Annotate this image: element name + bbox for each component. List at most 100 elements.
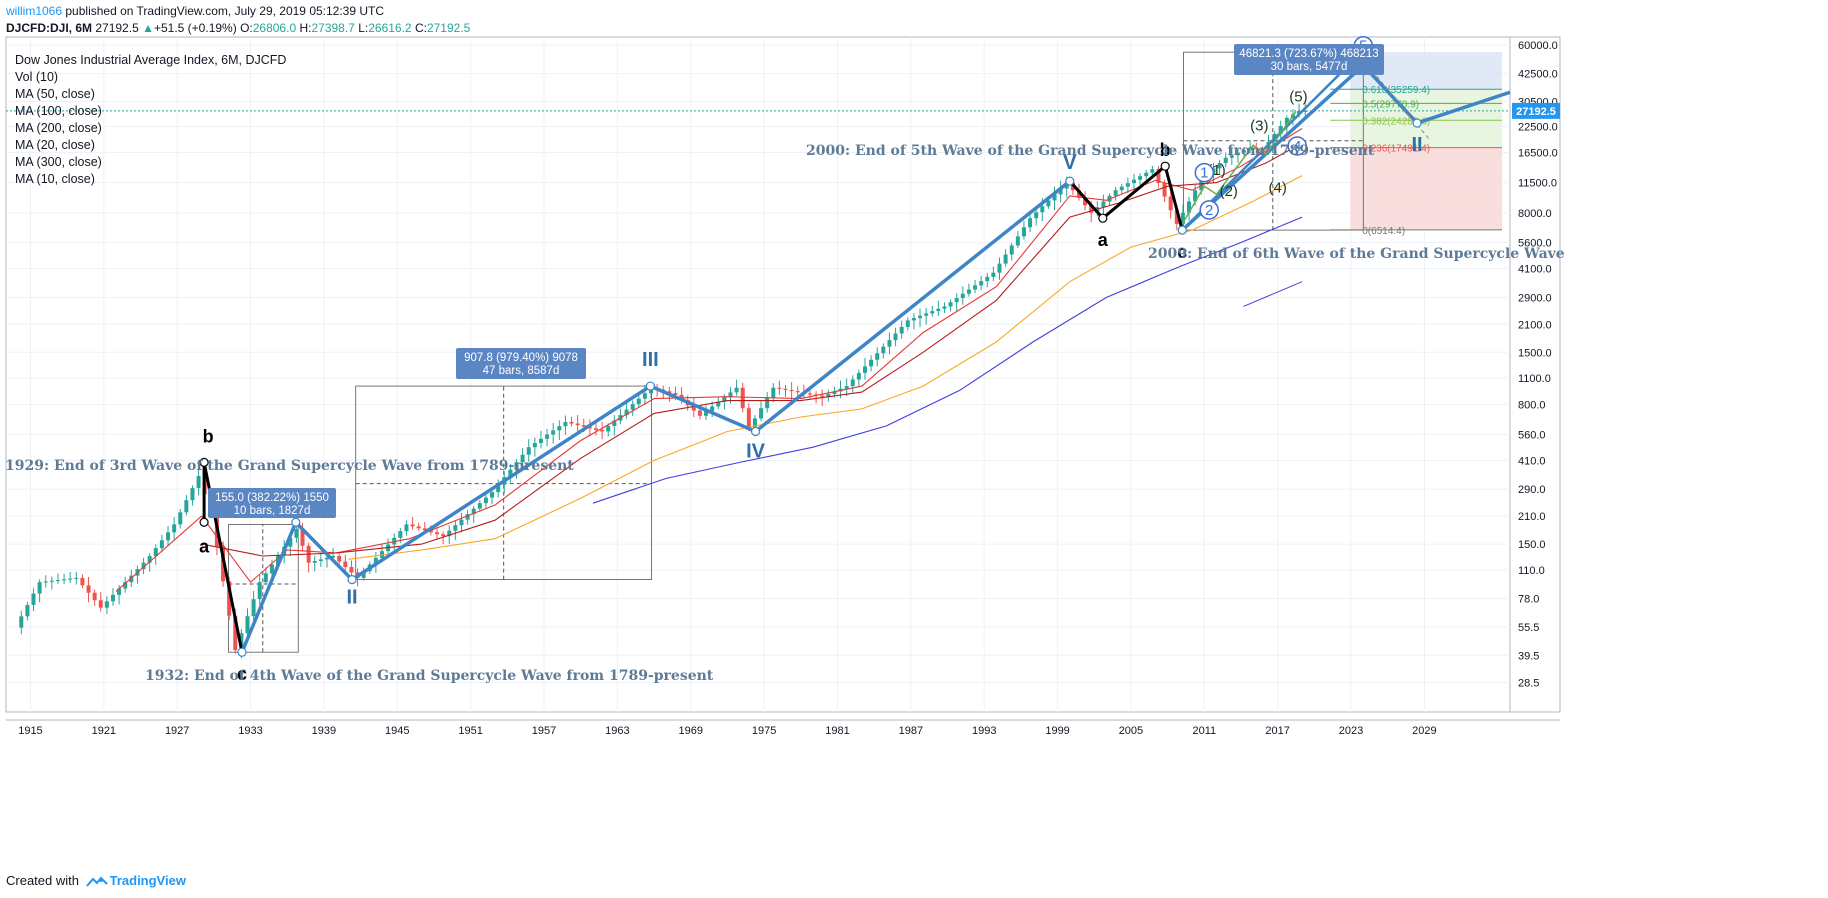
candle-body — [1083, 197, 1088, 206]
candle-body — [1187, 201, 1192, 213]
wave-point-marker — [1160, 161, 1170, 171]
y-tick-label: 55.5 — [1518, 622, 1539, 634]
candle-body — [416, 526, 421, 529]
sub-wave-label: (4) — [1269, 180, 1287, 197]
candle-body — [667, 391, 672, 394]
symbol-label[interactable]: DJCFD:DJI, 6M — [6, 21, 93, 35]
candle-body — [587, 426, 592, 429]
candle-body — [624, 409, 629, 416]
y-tick-label: 60000.0 — [1518, 40, 1558, 52]
x-tick-label: 1939 — [312, 725, 336, 737]
candle-body — [25, 604, 30, 617]
candle-body — [1076, 190, 1081, 198]
candle-body — [869, 359, 874, 367]
x-tick-label: 2011 — [1192, 725, 1216, 737]
candle-body — [257, 582, 262, 600]
candle-body — [642, 393, 647, 399]
candle-body — [1242, 150, 1247, 153]
y-tick-label: 1100.0 — [1518, 373, 1551, 385]
quote-line: DJCFD:DJI, 6M 27192.5 ▲+51.5 (+0.19%) O:… — [6, 21, 470, 35]
x-tick-label: 1915 — [18, 725, 42, 737]
candle-body — [159, 540, 164, 549]
measure-label-line1: 907.8 (979.40%) 9078 — [464, 352, 578, 364]
wave-point-marker — [645, 381, 655, 391]
sub-wave-circle — [1287, 136, 1307, 156]
wave-point-marker — [750, 426, 761, 437]
candle-body — [147, 556, 152, 563]
candle-body — [166, 532, 171, 541]
candle-body — [581, 425, 586, 427]
legend-indicator[interactable]: MA (20, close) — [15, 138, 95, 152]
y-tick-label: 4100.0 — [1518, 264, 1552, 276]
legend-title[interactable]: Dow Jones Industrial Average Index, 6M, … — [15, 53, 287, 67]
candle-body — [435, 532, 440, 535]
y-tick-label: 2900.0 — [1518, 292, 1552, 304]
fib-zone — [1350, 147, 1502, 230]
moving-average-line — [115, 128, 1303, 592]
candle-body — [593, 428, 598, 430]
candle-body — [398, 531, 403, 538]
candle-body — [887, 340, 892, 347]
legend-indicator[interactable]: MA (200, close) — [15, 121, 102, 135]
x-tick-label: 1933 — [238, 725, 262, 737]
candle-body — [1235, 152, 1240, 156]
wave-label: a — [199, 536, 210, 556]
candle-body — [1028, 218, 1033, 228]
candle-body — [1034, 212, 1039, 219]
open-value: 26806.0 — [252, 21, 297, 35]
candle-body — [514, 462, 519, 470]
x-tick-label: 1975 — [752, 725, 776, 737]
candle-body — [19, 616, 24, 628]
candle-body — [37, 582, 42, 594]
candle-body — [1162, 182, 1167, 197]
annotation-text: 2009: End of 6th Wave of the Grand Super… — [1148, 246, 1565, 262]
candle-body — [612, 420, 617, 426]
high-value: 27398.7 — [311, 21, 355, 35]
candle-body — [129, 575, 134, 583]
legend-indicator[interactable]: MA (100, close) — [15, 104, 102, 118]
candle-body — [673, 393, 678, 395]
candle-body — [918, 315, 923, 319]
candle-body — [850, 379, 855, 387]
candle-body — [1156, 169, 1161, 183]
measure-label-line1: 46821.3 (723.67%) 468213 — [1239, 48, 1378, 60]
candle-body — [1180, 212, 1185, 224]
candle-body — [520, 454, 525, 463]
legend-indicator[interactable]: Vol (10) — [15, 70, 59, 84]
candle-body — [288, 537, 293, 547]
candle-body — [1278, 125, 1283, 134]
candle-body — [1199, 179, 1204, 191]
candle-body — [62, 579, 67, 581]
legend-indicator[interactable]: MA (10, close) — [15, 172, 95, 186]
publish-info: willim1066 published on TradingView.com,… — [6, 4, 384, 18]
moving-average-line — [348, 175, 1303, 560]
wave-label: b — [1160, 140, 1171, 160]
legend-indicator[interactable]: MA (50, close) — [15, 87, 95, 101]
candle-body — [1113, 190, 1118, 196]
candle-body — [557, 426, 562, 431]
legend-indicator[interactable]: MA (300, close) — [15, 155, 102, 169]
sub-wave-line — [1181, 111, 1297, 225]
candle-body — [1021, 227, 1026, 237]
candle-body — [312, 561, 317, 563]
candle-body — [294, 528, 299, 538]
candle-body — [331, 556, 336, 558]
elliott-wave-line — [1181, 49, 1365, 232]
candle-body — [538, 438, 543, 444]
candle-body — [178, 512, 183, 525]
candle-body — [184, 500, 189, 513]
candle-body — [954, 298, 959, 303]
sub-wave-label: (5) — [1289, 88, 1307, 105]
candle-body — [1119, 186, 1124, 191]
sub-wave-label: (3) — [1250, 117, 1268, 134]
candle-body — [636, 398, 641, 405]
candle-body — [1125, 183, 1130, 187]
x-tick-label: 1987 — [899, 725, 923, 737]
wave-point-marker — [1412, 118, 1422, 128]
tradingview-brand-link[interactable]: TradingView — [109, 873, 186, 888]
candle-body — [471, 508, 476, 515]
author-link[interactable]: willim1066 — [6, 4, 63, 18]
candle-body — [1193, 190, 1198, 202]
candle-body — [752, 418, 757, 429]
